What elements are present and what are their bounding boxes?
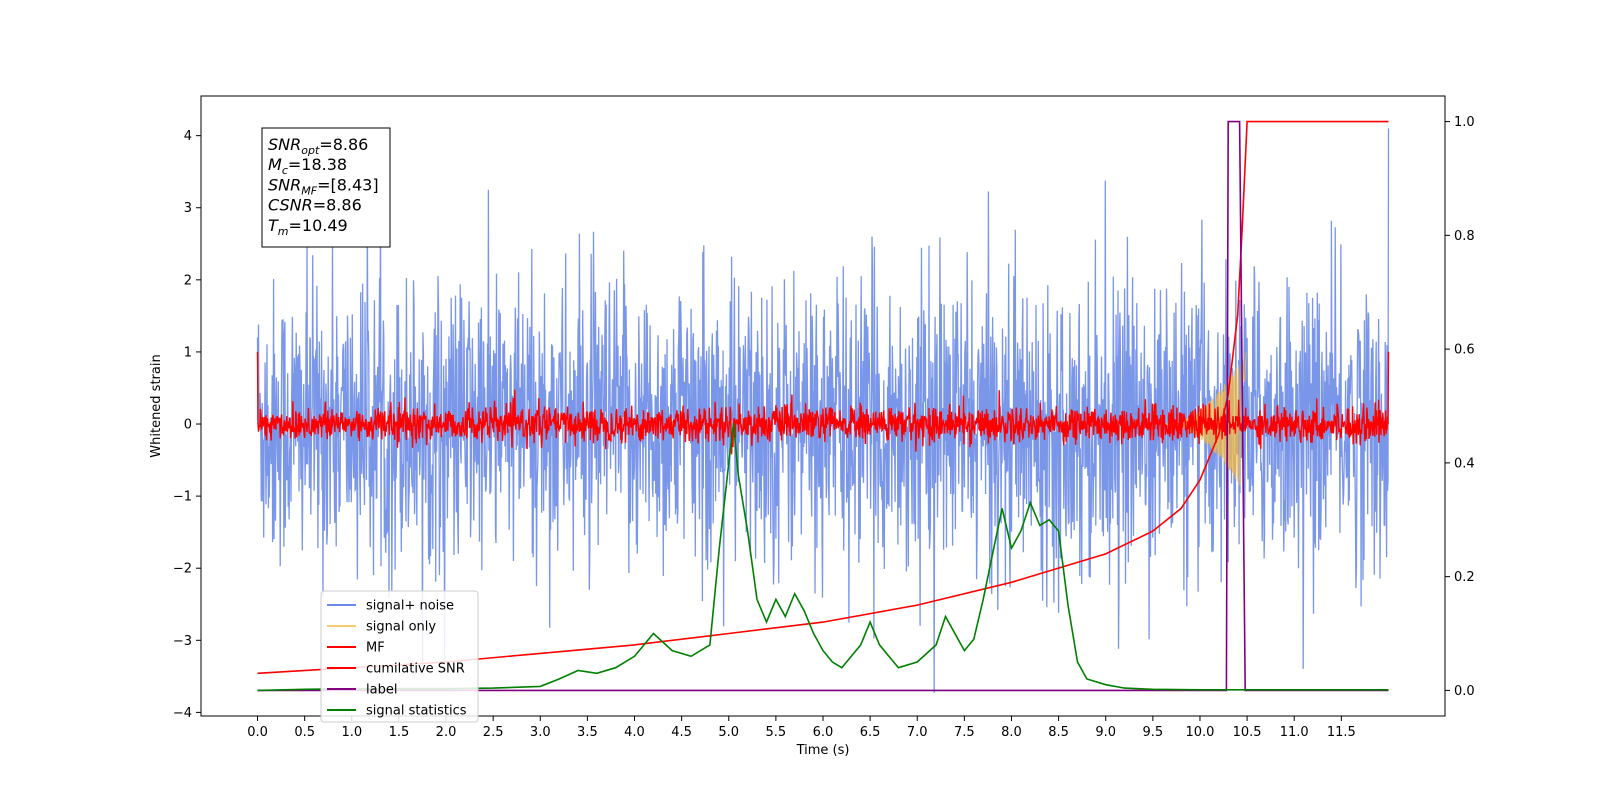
annotation-value: =10.49 <box>289 216 348 235</box>
x-tick-label: 5.0 <box>718 725 739 740</box>
y-right-tick-label: 1.0 <box>1454 115 1475 130</box>
annotation-symbol: M <box>268 155 282 174</box>
y-left-tick-label: 1 <box>184 345 192 360</box>
x-tick-label: 10.5 <box>1233 725 1262 740</box>
annotation-value: =18.38 <box>288 155 347 174</box>
x-axis: 0.0 0.5 1.0 1.5 2.0 2.5 3.0 3.5 4.0 4.5 5.0 5.5 6.0 6… <box>247 716 1356 740</box>
y-left-tick-label: −2 <box>173 562 192 577</box>
series-0-line <box>256 128 1390 693</box>
annotation-line: SNRopt=8.86 <box>268 135 368 157</box>
y-axis-label: Whitened strain <box>149 354 164 457</box>
x-tick-label: 11.5 <box>1327 725 1356 740</box>
legend: signal+ noise signal only MF cumilative SNR… <box>320 590 479 723</box>
annotation-line: Mc=18.38 <box>268 155 347 177</box>
annotation-symbol: SNR <box>268 175 301 194</box>
x-tick-label: 6.5 <box>860 725 881 740</box>
x-tick-label: 6.0 <box>813 725 834 740</box>
x-tick-label: 7.0 <box>907 725 928 740</box>
legend-label: MF <box>366 641 385 656</box>
legend-label: signal statistics <box>366 704 467 719</box>
y-left-tick-label: −3 <box>173 634 192 649</box>
annotation-subscript: opt <box>301 144 320 157</box>
x-tick-label: 4.5 <box>671 725 692 740</box>
annotation-value: =8.86 <box>319 135 368 154</box>
series-3-line <box>257 120 1389 675</box>
x-tick-label: 5.5 <box>766 725 787 740</box>
legend-label: cumilative SNR <box>366 662 465 677</box>
stats-annotation-box: SNRopt=8.86Mc=18.38SNRMF=[8.43]CSNR=8.86… <box>261 127 391 248</box>
legend-label: label <box>366 683 397 698</box>
x-tick-label: 3.0 <box>530 725 551 740</box>
x-tick-label: 2.0 <box>436 725 457 740</box>
x-tick-label: 7.5 <box>954 725 975 740</box>
y-left-tick-label: 4 <box>184 129 192 144</box>
x-tick-label: 1.5 <box>389 725 410 740</box>
annotation-value: =8.86 <box>313 196 362 215</box>
series-2-line <box>256 351 1390 455</box>
y-left-tick-label: −1 <box>173 490 192 505</box>
annotation-line: CSNR=8.86 <box>268 196 362 215</box>
x-tick-label: 3.5 <box>577 725 598 740</box>
y-left-tick-label: 0 <box>184 418 192 433</box>
series-5-line <box>257 423 1389 692</box>
y-axis-left: 4 3 2 1 0 −1 −2 −3 −4 <box>173 129 201 721</box>
annotation-frame <box>261 127 391 248</box>
x-tick-label: 9.0 <box>1095 725 1116 740</box>
legend-frame <box>320 590 479 723</box>
annotation-symbol: T <box>268 216 279 235</box>
x-tick-label: 4.0 <box>624 725 645 740</box>
annotation-symbol: CSNR <box>268 196 313 215</box>
annotation-symbol: SNR <box>268 135 301 154</box>
x-tick-label: 8.0 <box>1001 725 1022 740</box>
series-layer <box>256 120 1390 693</box>
x-tick-label: 1.0 <box>341 725 362 740</box>
legend-label: signal+ noise <box>366 599 454 614</box>
annotation-value: =[8.43] <box>317 175 379 194</box>
x-tick-label: 2.5 <box>483 725 504 740</box>
y-left-tick-label: −4 <box>173 706 192 721</box>
y-right-tick-label: 0.8 <box>1454 229 1475 244</box>
x-tick-label: 0.5 <box>294 725 315 740</box>
x-tick-label: 0.0 <box>247 725 268 740</box>
y-right-tick-label: 0.0 <box>1454 684 1475 699</box>
x-tick-label: 9.5 <box>1143 725 1164 740</box>
y-left-tick-label: 2 <box>184 273 192 288</box>
annotation-line: Tm=10.49 <box>268 216 348 238</box>
x-tick-label: 11.0 <box>1280 725 1309 740</box>
y-right-tick-label: 0.2 <box>1454 570 1475 585</box>
legend-label: signal only <box>366 620 436 635</box>
y-left-tick-label: 3 <box>184 201 192 216</box>
annotation-line: SNRMF=[8.43] <box>268 175 379 197</box>
x-axis-label: Time (s) <box>796 743 850 758</box>
annotation-subscript: MF <box>301 184 317 197</box>
y-axis-right: 1.0 0.8 0.6 0.4 0.2 0.0 <box>1445 115 1475 699</box>
annotation-subscript: m <box>278 225 289 238</box>
x-tick-label: 8.5 <box>1048 725 1069 740</box>
x-tick-label: 10.0 <box>1185 725 1214 740</box>
y-right-tick-label: 0.6 <box>1454 343 1475 358</box>
annotation-subscript: c <box>282 164 288 177</box>
y-right-tick-label: 0.4 <box>1454 456 1475 471</box>
